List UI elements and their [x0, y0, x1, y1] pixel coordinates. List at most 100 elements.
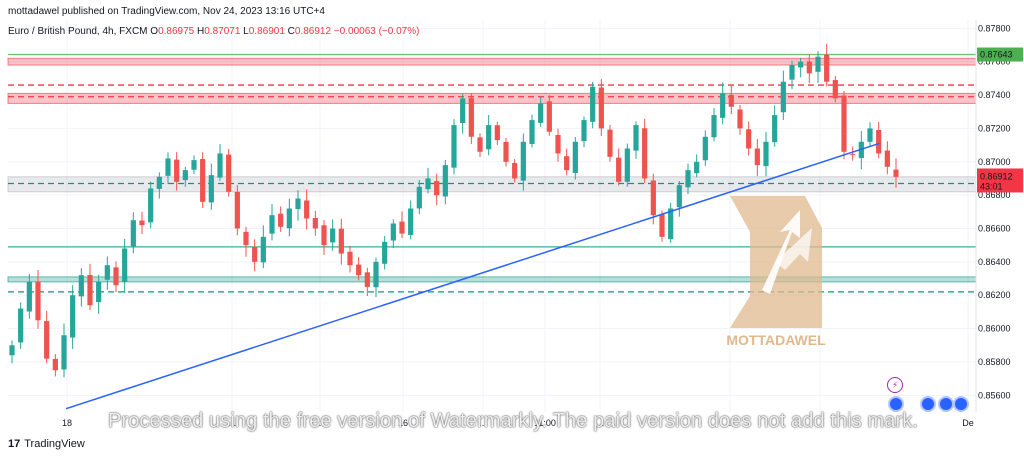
candle-body	[633, 125, 639, 151]
candle-body	[789, 65, 795, 80]
candle-body	[165, 158, 171, 176]
last-price-tag-bg	[977, 168, 1023, 193]
x-tick-label: 18	[62, 418, 72, 428]
candle-body	[321, 225, 327, 246]
tradingview-logo[interactable]: 17 TradingView	[8, 438, 85, 450]
candle-body	[468, 98, 474, 137]
candle-body	[425, 178, 431, 190]
candle-body	[191, 160, 197, 170]
candle-body	[156, 176, 162, 189]
candle-body	[598, 87, 604, 129]
candle-body	[737, 109, 743, 129]
level-zone	[7, 92, 977, 104]
price-levels	[7, 53, 977, 293]
candle-body	[642, 128, 648, 179]
symbol-legend[interactable]: Euro / British Pound, 4h, FXCM O0.86975 …	[8, 26, 419, 37]
ohlc-value: 0.87071	[204, 26, 241, 37]
x-tick-label: …	[726, 418, 735, 428]
candle-body	[832, 80, 838, 99]
x-tick-label: …	[316, 418, 325, 428]
candle-body	[884, 150, 890, 167]
ohlc-key: C	[284, 26, 295, 37]
event-icon[interactable]	[888, 396, 904, 412]
candle-body	[650, 180, 656, 216]
event-icon[interactable]	[953, 396, 969, 412]
candle-body	[200, 159, 206, 202]
candle-body	[87, 274, 93, 306]
logo-arrow-down	[775, 228, 812, 270]
candle-body	[356, 264, 362, 276]
x-tick-label: 16	[398, 418, 408, 428]
candle-body	[399, 221, 405, 234]
candle-body	[182, 170, 188, 181]
candle-body	[416, 186, 422, 209]
y-tick-label: 0.87400	[978, 90, 1011, 100]
candle-body	[260, 236, 266, 263]
y-tick-label: 0.85800	[978, 357, 1011, 367]
candle-body	[850, 154, 856, 156]
candle-body	[217, 153, 223, 178]
candle-body	[304, 200, 310, 219]
candle-body	[35, 281, 41, 321]
candle-body	[555, 134, 561, 154]
y-tick-label: 0.85600	[978, 390, 1011, 400]
ohlc-key: H	[194, 26, 205, 37]
ohlc-key: L	[240, 26, 249, 37]
candle-body	[815, 56, 821, 72]
candle-body	[130, 220, 136, 247]
x-axis: 18 … … 16 … 11:00 … … … De	[62, 418, 974, 428]
candle-body	[668, 208, 674, 240]
grid	[8, 20, 976, 412]
candle-body	[44, 321, 50, 359]
level-zone	[7, 57, 977, 66]
candle-body	[278, 213, 284, 227]
event-icon[interactable]	[938, 396, 954, 412]
candle-body	[538, 103, 544, 123]
symbol-name: Euro / British Pound, 4h, FXCM	[8, 26, 148, 37]
candle-body	[590, 86, 596, 122]
candle-body	[806, 61, 812, 74]
candle-body	[382, 241, 388, 264]
candle-body	[893, 169, 899, 177]
candle-body	[61, 335, 67, 370]
candle-body	[434, 181, 440, 196]
ohlc-value: 0.86975	[158, 26, 195, 37]
lightning-icon[interactable]: ⚡	[887, 377, 903, 393]
candle-body	[460, 98, 466, 124]
candle-body	[728, 94, 734, 107]
y-tick-label: 0.86800	[978, 190, 1011, 200]
candle-body	[546, 101, 552, 132]
ohlc-value: 0.86912	[294, 26, 332, 37]
tradingview-logo-label: TradingView	[24, 438, 85, 450]
candle-body	[451, 125, 457, 168]
candle-body	[685, 170, 691, 188]
candle-body	[9, 345, 15, 356]
event-icon[interactable]	[920, 396, 936, 412]
candle-body	[373, 261, 379, 288]
candles	[9, 43, 899, 378]
candle-body	[330, 228, 336, 243]
candle-body	[442, 165, 448, 197]
candle-body	[139, 220, 145, 226]
candle-body	[208, 175, 214, 203]
candle-body	[347, 251, 353, 266]
candle-body	[243, 231, 249, 246]
candle-body	[659, 214, 665, 237]
y-tick-label: 0.86600	[978, 224, 1011, 234]
candle-body	[26, 281, 32, 312]
tradingview-logo-icon: 17	[8, 438, 21, 450]
candle-body	[711, 115, 717, 138]
bar-countdown-label: 43:01	[980, 181, 1003, 191]
x-tick-label: …	[228, 418, 237, 428]
y-axis: 0.87800 0.87600 0.87400 0.87200 0.87000 0.868…	[975, 20, 1011, 412]
candle-body	[520, 141, 526, 181]
ascending-trendline	[65, 142, 880, 410]
x-tick-label: …	[816, 418, 825, 428]
brand-text: MOTTADAWEL	[726, 332, 826, 348]
mottadawel-logo	[730, 196, 822, 328]
candle-body	[824, 54, 830, 82]
candle-body	[174, 159, 180, 182]
ohlc-key: O	[150, 26, 159, 37]
candle-body	[234, 191, 240, 229]
